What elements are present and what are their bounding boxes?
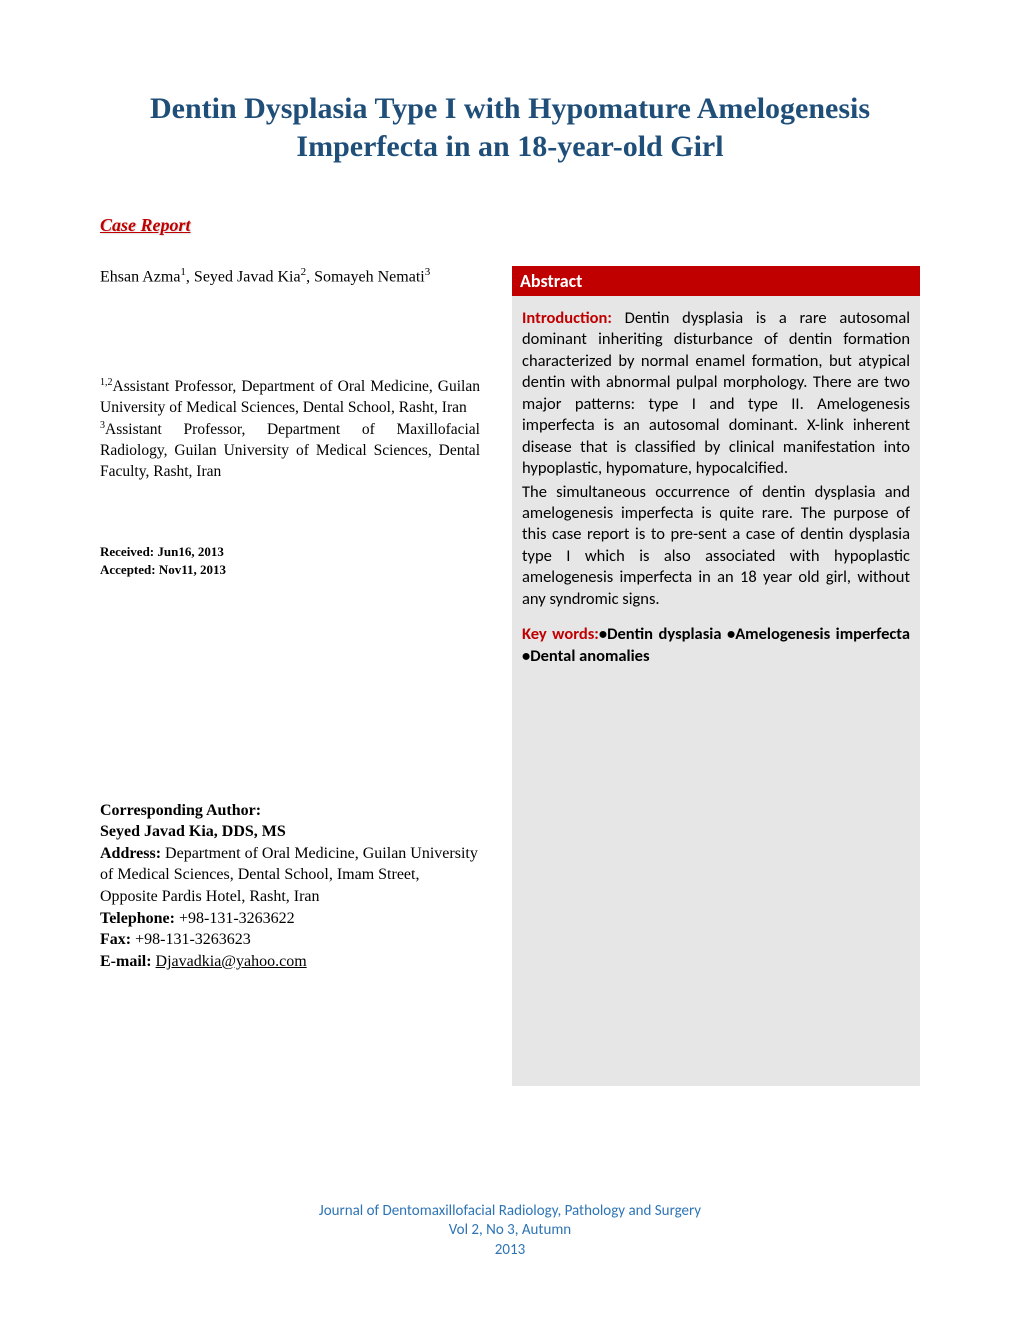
accepted-date: Accepted: Nov11, 2013 bbox=[100, 561, 480, 579]
corresponding-name: Seyed Javad Kia, DDS, MS bbox=[100, 821, 480, 843]
left-column: Ehsan Azma1, Seyed Javad Kia2, Somayeh N… bbox=[100, 266, 480, 1086]
keywords: Key words:•Dentin dysplasia •Amelogenesi… bbox=[522, 624, 910, 667]
dates-block: Received: Jun16, 2013 Accepted: Nov11, 2… bbox=[100, 543, 480, 579]
authors: Ehsan Azma1, Seyed Javad Kia2, Somayeh N… bbox=[100, 266, 480, 286]
abstract-p1-text: Dentin dysplasia is a rare autosomal dom… bbox=[522, 308, 910, 478]
abstract-header: Abstract bbox=[512, 266, 920, 296]
affiliations: 1,2Assistant Professor, Department of Or… bbox=[100, 376, 480, 483]
footer-issue: Vol 2, No 3, Autumn bbox=[0, 1221, 1020, 1241]
corresponding-author: Corresponding Author: Seyed Javad Kia, D… bbox=[100, 800, 480, 973]
footer-year: 2013 bbox=[0, 1241, 1020, 1261]
abstract-p2: The simultaneous occurrence of dentin dy… bbox=[522, 482, 910, 611]
article-title: Dentin Dysplasia Type I with Hypomature … bbox=[100, 90, 920, 165]
affil-text-1: Assistant Professor, Department of Oral … bbox=[100, 378, 480, 416]
affil-sup-1: 1,2 bbox=[100, 377, 113, 388]
abstract-body: Introduction: Dentin dysplasia is a rare… bbox=[512, 296, 920, 1086]
corresponding-tel: Telephone: +98-131-3263622 bbox=[100, 908, 480, 930]
keywords-label: Key words: bbox=[522, 624, 599, 644]
right-column: Abstract Introduction: Dentin dysplasia … bbox=[512, 266, 920, 1086]
affil-text-2: Assistant Professor, Department of Maxil… bbox=[100, 421, 480, 480]
received-date: Received: Jun16, 2013 bbox=[100, 543, 480, 561]
abstract-p1: Introduction: Dentin dysplasia is a rare… bbox=[522, 308, 910, 480]
page: Dentin Dysplasia Type I with Hypomature … bbox=[0, 0, 1020, 1126]
two-column-layout: Ehsan Azma1, Seyed Javad Kia2, Somayeh N… bbox=[100, 266, 920, 1086]
page-footer: Journal of Dentomaxillofacial Radiology,… bbox=[0, 1202, 1020, 1261]
footer-journal: Journal of Dentomaxillofacial Radiology,… bbox=[0, 1202, 1020, 1222]
section-label: Case Report bbox=[100, 215, 920, 236]
corresponding-email: E-mail: Djavadkia@yahoo.com bbox=[100, 951, 480, 973]
corresponding-fax: Fax: +98-131-3263623 bbox=[100, 929, 480, 951]
abstract-intro-label: Introduction: bbox=[522, 308, 612, 328]
corresponding-address: Address: Department of Oral Medicine, Gu… bbox=[100, 843, 480, 908]
corresponding-heading: Corresponding Author: bbox=[100, 800, 480, 822]
